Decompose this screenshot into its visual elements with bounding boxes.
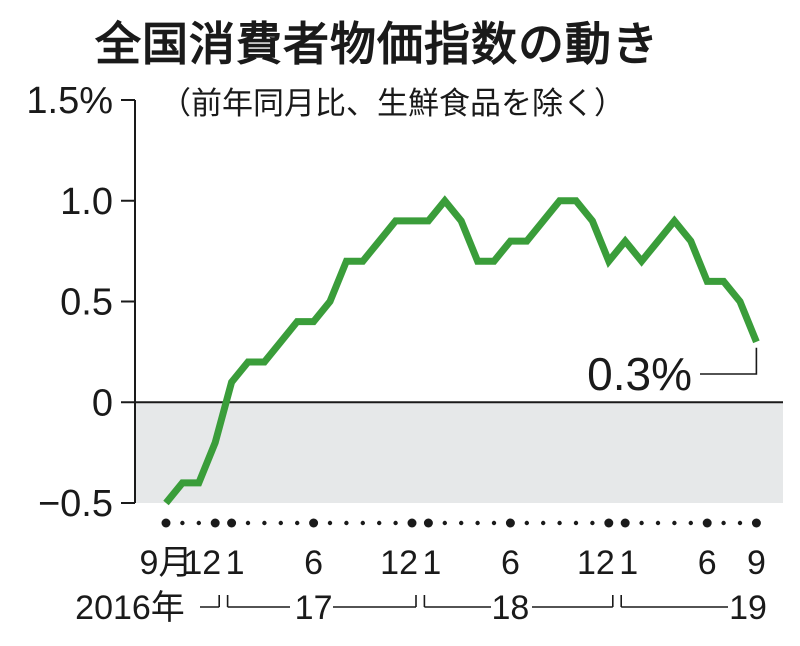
year-label: 17 xyxy=(295,589,333,627)
x-axis-dot xyxy=(393,520,398,526)
x-axis-dot xyxy=(491,520,497,526)
x-tick-label: 1 xyxy=(422,544,441,582)
x-axis-dot xyxy=(196,520,201,526)
x-axis-dot xyxy=(459,520,464,526)
y-tick-marks xyxy=(121,99,135,504)
x-axis-dot xyxy=(344,520,349,526)
x-axis-dot xyxy=(245,520,251,526)
x-axis-dot xyxy=(278,520,283,526)
x-axis-dot xyxy=(590,520,595,526)
cpi-series-line xyxy=(163,195,760,506)
x-axis-dot xyxy=(360,520,365,526)
y-tick-label: 0.5 xyxy=(60,282,113,324)
x-axis-dot xyxy=(180,520,185,526)
x-axis-dot xyxy=(407,518,417,528)
x-tick-label: 9 xyxy=(747,544,766,582)
year-label: 2016年 xyxy=(75,589,185,627)
year-brackets xyxy=(200,595,728,608)
year-labels: 2016年 17 18 19 xyxy=(75,589,767,627)
x-tick-label: 12 xyxy=(577,544,615,582)
x-axis-dot xyxy=(620,518,630,528)
y-tick-label: 1.0 xyxy=(60,181,113,223)
x-axis-dot xyxy=(721,520,726,526)
x-axis-dot xyxy=(327,520,333,526)
x-axis-dot xyxy=(423,518,433,528)
x-tick-label: 6 xyxy=(698,544,717,582)
x-axis-dot xyxy=(751,518,761,528)
x-axis-dot xyxy=(295,520,300,526)
x-axis-dot xyxy=(505,518,515,528)
chart-title: 全国消費者物価指数の動き xyxy=(95,17,659,71)
year-label: 18 xyxy=(491,589,529,627)
y-tick-labels: 1.5% 1.0 0.5 0 −0.5 xyxy=(26,80,113,525)
x-axis-dot xyxy=(227,518,237,528)
x-axis-dot xyxy=(262,520,267,526)
x-axis-dot xyxy=(442,520,447,526)
x-axis-dot xyxy=(377,520,382,526)
x-axis-dot xyxy=(573,520,579,526)
x-axis-dot xyxy=(475,520,480,526)
x-axis-dot xyxy=(737,520,743,526)
x-axis-dot xyxy=(210,518,220,528)
x-axis-dot xyxy=(541,520,546,526)
x-tick-label: 6 xyxy=(501,544,520,582)
x-tick-label: 12 xyxy=(380,544,418,582)
x-axis-dot xyxy=(672,520,677,526)
x-axis-dot xyxy=(557,520,562,526)
x-axis-dot xyxy=(655,520,661,526)
x-axis-dot xyxy=(309,518,319,528)
y-tick-label: 1.5% xyxy=(26,80,113,122)
year-label: 19 xyxy=(729,589,767,627)
x-axis-dot xyxy=(524,520,529,526)
x-axis-dot xyxy=(639,520,644,526)
x-tick-label: 1 xyxy=(619,544,638,582)
x-axis-dot xyxy=(161,518,171,528)
x-axis-dot xyxy=(688,520,693,526)
latest-value-annotation: 0.3% xyxy=(587,348,692,400)
x-tick-label: 12 xyxy=(183,544,221,582)
annotation-leader-line xyxy=(700,347,758,375)
x-axis-dot xyxy=(604,518,614,528)
x-tick-label: 9月 xyxy=(140,544,193,582)
y-tick-label: −0.5 xyxy=(38,483,113,525)
x-axis-dotted-line xyxy=(161,518,761,528)
chart-subtitle: （前年同月比、生鮮食品を除く） xyxy=(160,86,625,122)
x-axis-dot xyxy=(702,518,712,528)
x-tick-label: 6 xyxy=(304,544,323,582)
negative-region-band xyxy=(135,402,783,503)
x-tick-label: 1 xyxy=(226,544,245,582)
y-tick-label: 0 xyxy=(92,382,113,424)
